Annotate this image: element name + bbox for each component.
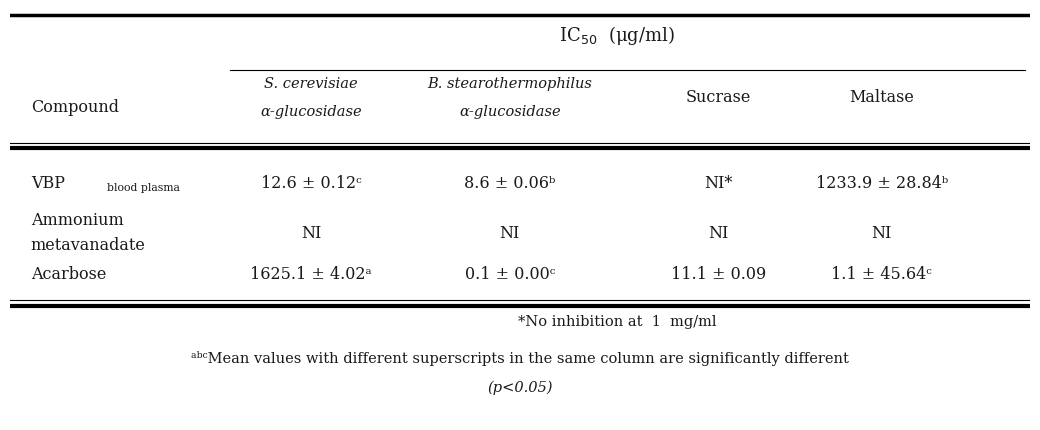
Text: 1625.1 ± 4.02ᵃ: 1625.1 ± 4.02ᵃ [251, 266, 372, 283]
Text: S. cerevisiae: S. cerevisiae [264, 77, 358, 91]
Text: *No inhibition at  1  mg/ml: *No inhibition at 1 mg/ml [518, 316, 717, 329]
Text: 1233.9 ± 28.84ᵇ: 1233.9 ± 28.84ᵇ [815, 175, 947, 192]
Text: NI*: NI* [704, 175, 733, 192]
Text: 11.1 ± 0.09: 11.1 ± 0.09 [671, 266, 766, 283]
Text: NI: NI [301, 224, 321, 242]
Text: Acarbose: Acarbose [31, 266, 106, 283]
Text: blood plasma: blood plasma [107, 183, 180, 193]
Text: 0.1 ± 0.00ᶜ: 0.1 ± 0.00ᶜ [465, 266, 555, 283]
Text: VBP: VBP [31, 175, 64, 192]
Text: B. stearothermophilus: B. stearothermophilus [427, 77, 592, 91]
Text: NI: NI [499, 224, 520, 242]
Text: 8.6 ± 0.06ᵇ: 8.6 ± 0.06ᵇ [464, 175, 555, 192]
Text: NI: NI [872, 224, 892, 242]
Text: Maltase: Maltase [850, 89, 914, 106]
Text: (p<0.05): (p<0.05) [488, 381, 552, 395]
Text: 12.6 ± 0.12ᶜ: 12.6 ± 0.12ᶜ [261, 175, 361, 192]
Text: NI: NI [708, 224, 729, 242]
Text: IC$_{50}$  (μg/ml): IC$_{50}$ (μg/ml) [558, 25, 675, 47]
Text: Sucrase: Sucrase [686, 89, 752, 106]
Text: 1.1 ± 45.64ᶜ: 1.1 ± 45.64ᶜ [831, 266, 932, 283]
Text: metavanadate: metavanadate [31, 237, 146, 254]
Text: Ammonium: Ammonium [31, 212, 124, 229]
Text: α-glucosidase: α-glucosidase [260, 105, 362, 119]
Text: Compound: Compound [31, 99, 119, 116]
Text: ᵃᵇᶜMean values with different superscripts in the same column are significantly : ᵃᵇᶜMean values with different superscrip… [191, 351, 849, 366]
Text: α-glucosidase: α-glucosidase [459, 105, 561, 119]
